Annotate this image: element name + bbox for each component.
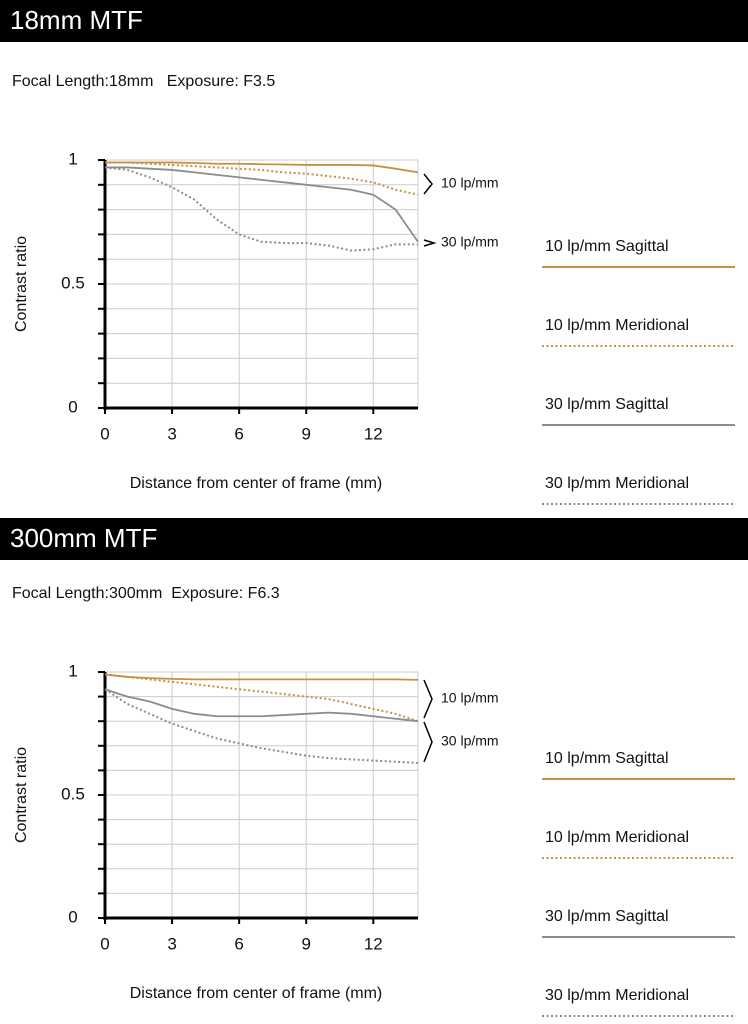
legend-label: 10 lp/mm Sagittal [545, 238, 669, 255]
annotation-brace [423, 173, 433, 195]
annotation-arrow [423, 239, 437, 247]
series-line [105, 166, 419, 243]
legend-label: 10 lp/mm Meridional [545, 317, 689, 334]
legend-label: 30 lp/mm Sagittal [545, 396, 669, 413]
y-axis-title: Contrast ratio [13, 747, 30, 843]
legend-label: 30 lp/mm Meridional [545, 987, 689, 1004]
series-line [104, 688, 419, 723]
y-tick-label: 0 [68, 907, 77, 926]
legend-label: 10 lp/mm Sagittal [545, 750, 669, 767]
chart-title: 18mm MTF [10, 5, 143, 35]
subtitle: Focal Length:300mm Exposure: F6.3 [12, 585, 280, 602]
x-tick-label: 3 [167, 934, 176, 953]
y-tick-label: 1 [68, 149, 77, 168]
y-tick-label: 0.5 [61, 784, 85, 803]
annotation: 10 lp/mm [441, 690, 499, 706]
subtitle: Focal Length:18mm Exposure: F3.5 [12, 73, 275, 90]
legend-label: 30 lp/mm Meridional [545, 475, 689, 492]
annotation: 30 lp/mm [441, 234, 499, 250]
header-bar [0, 518, 748, 560]
series-line [104, 673, 419, 681]
series-line [104, 166, 418, 252]
y-tick-label: 0.5 [61, 273, 85, 292]
series-line [104, 688, 419, 765]
series-line [105, 161, 419, 174]
y-axis-title: Contrast ratio [13, 236, 30, 332]
annotation: 10 lp/mm [441, 175, 499, 191]
x-tick-label: 12 [364, 934, 383, 953]
x-tick-label: 6 [234, 424, 243, 443]
x-tick-label: 0 [100, 934, 109, 953]
y-tick-label: 1 [68, 661, 77, 680]
annotation-brace [423, 721, 433, 763]
x-tick-label: 9 [301, 934, 310, 953]
series-line [104, 673, 419, 723]
x-tick-label: 3 [167, 424, 176, 443]
x-tick-label: 12 [364, 424, 383, 443]
x-tick-label: 0 [100, 424, 109, 443]
x-tick-label: 9 [301, 424, 310, 443]
header-bar [0, 0, 748, 42]
x-tick-label: 6 [234, 934, 243, 953]
series-line [105, 161, 419, 196]
annotation-brace [423, 679, 433, 719]
y-tick-label: 0 [68, 397, 77, 416]
legend-label: 10 lp/mm Meridional [545, 829, 689, 846]
legend-label: 30 lp/mm Sagittal [545, 908, 669, 925]
chart-title: 300mm MTF [10, 523, 157, 553]
x-axis-title: Distance from center of frame (mm) [130, 985, 383, 1002]
x-axis-title: Distance from center of frame (mm) [130, 475, 383, 492]
annotation: 30 lp/mm [441, 733, 499, 749]
